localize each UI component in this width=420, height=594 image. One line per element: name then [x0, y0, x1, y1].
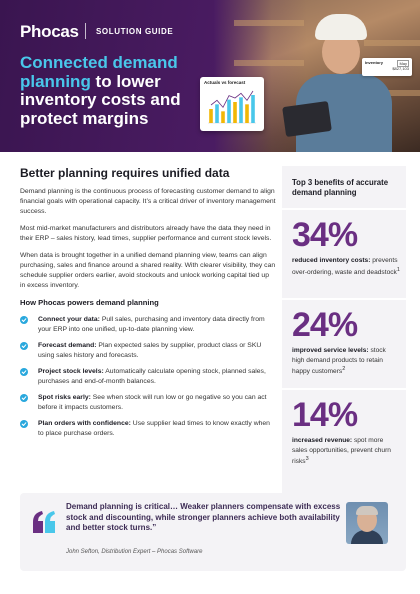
check-icon — [20, 342, 28, 350]
item-text: Use supplier lead times to know exactly … — [38, 420, 270, 437]
chart-forecast-line — [210, 90, 254, 109]
paragraph: Demand planning is the continuous proces… — [20, 188, 276, 215]
solution-guide-label: SOLUTION GUIDE — [96, 27, 174, 36]
paragraph: When data is brought together in a unifi… — [20, 252, 276, 289]
sidebar-title: Top 3 benefits of accurate demand planni… — [292, 178, 389, 197]
inventory-month: May — [397, 60, 409, 67]
inventory-value: $827,103 — [392, 66, 409, 71]
actuals-forecast-card: Actuals vs forecast — [200, 77, 264, 131]
quote-author: John Sefton, Distribution Expert – Phoca… — [66, 549, 203, 555]
author-avatar — [346, 502, 388, 544]
hero-banner: Phocas SOLUTION GUIDE Connected demand p… — [0, 0, 420, 152]
stat-footnote: 3 — [305, 456, 309, 463]
benefits-sidebar: Top 3 benefits of accurate demand planni… — [282, 166, 406, 500]
stat-footnote: 1 — [396, 266, 400, 273]
item-title: Forecast demand: — [38, 342, 97, 349]
stat-number: 24% — [292, 306, 358, 344]
inventory-card: Inventory May $827,103 — [362, 58, 412, 76]
paragraph: Most mid-market manufacturers and distri… — [20, 225, 272, 242]
main-content: Better planning requires unified data De… — [20, 166, 276, 445]
title-rest: to lower inventory costs and protect mar… — [20, 71, 181, 128]
stat-desc: prevents over-ordering, waste and deadst… — [292, 257, 398, 276]
stat-desc: stock high demand products to retain hap… — [292, 347, 386, 376]
item-text: See when stock will run low or go negati… — [38, 394, 267, 411]
stat-label: increased revenue: — [292, 437, 353, 444]
check-icon — [20, 394, 28, 402]
chart-bar — [227, 99, 231, 123]
item-title: Project stock levels: — [38, 368, 104, 375]
check-icon — [20, 420, 28, 428]
quote-icon — [33, 511, 55, 533]
chart-bar — [251, 95, 255, 123]
quote-box: Demand planning is critical… Weaker plan… — [20, 493, 406, 571]
check-icon — [20, 368, 28, 376]
stat-number: 34% — [292, 216, 358, 254]
chart-bar — [245, 104, 249, 123]
chart-bar — [233, 102, 237, 123]
chart-bar — [221, 111, 225, 123]
stat-number: 14% — [292, 396, 358, 434]
stat-footnote: 2 — [342, 366, 346, 373]
chart-bar — [239, 97, 243, 123]
item-title: Plan orders with confidence: — [38, 420, 131, 427]
chart-bar — [215, 104, 219, 123]
item-text: Automatically calculate opening stock, p… — [38, 368, 266, 385]
list-item: Spot risks early: See when stock will ru… — [20, 393, 276, 413]
list-item: Forecast demand: Plan expected sales by … — [20, 341, 276, 361]
section-title: Better planning requires unified data — [20, 166, 230, 180]
list-item: Project stock levels: Automatically calc… — [20, 367, 276, 387]
title-accent: Connected demand planning — [20, 53, 178, 91]
item-text: Pull sales, purchasing and inventory dat… — [38, 316, 265, 333]
stat-text: reduced inventory costs: prevents over-o… — [292, 256, 400, 277]
stat-desc: spot more sales opportunities, prevent c… — [292, 437, 391, 466]
chart-bar — [209, 109, 213, 123]
logo-divider — [85, 23, 86, 39]
list-item: Connect your data: Pull sales, purchasin… — [20, 315, 276, 335]
stat-text: improved service levels: stock high dema… — [292, 346, 400, 377]
feature-list: Connect your data: Pull sales, purchasin… — [20, 315, 276, 439]
item-title: Connect your data: — [38, 316, 100, 323]
quote-text: Demand planning is critical… Weaker plan… — [66, 502, 341, 532]
subsection-title: How Phocas powers demand planning — [20, 298, 159, 307]
phocas-logo: Phocas — [20, 22, 79, 41]
page-title: Connected demand planning to lower inven… — [20, 53, 220, 128]
item-title: Spot risks early: — [38, 394, 91, 401]
list-item: Plan orders with confidence: Use supplie… — [20, 419, 276, 439]
stat-text: increased revenue: spot more sales oppor… — [292, 436, 400, 467]
stat-label: improved service levels: — [292, 347, 369, 354]
sidebar-divider — [282, 208, 406, 210]
sidebar-divider — [282, 298, 406, 300]
stat-label: reduced inventory costs: — [292, 257, 371, 264]
actuals-forecast-chart — [208, 90, 256, 124]
sidebar-divider — [282, 388, 406, 390]
inventory-label: Inventory — [365, 60, 384, 65]
check-icon — [20, 316, 28, 324]
item-text: Plan expected sales by supplier, product… — [38, 342, 262, 359]
chart-card-title: Actuals vs forecast — [204, 80, 246, 85]
